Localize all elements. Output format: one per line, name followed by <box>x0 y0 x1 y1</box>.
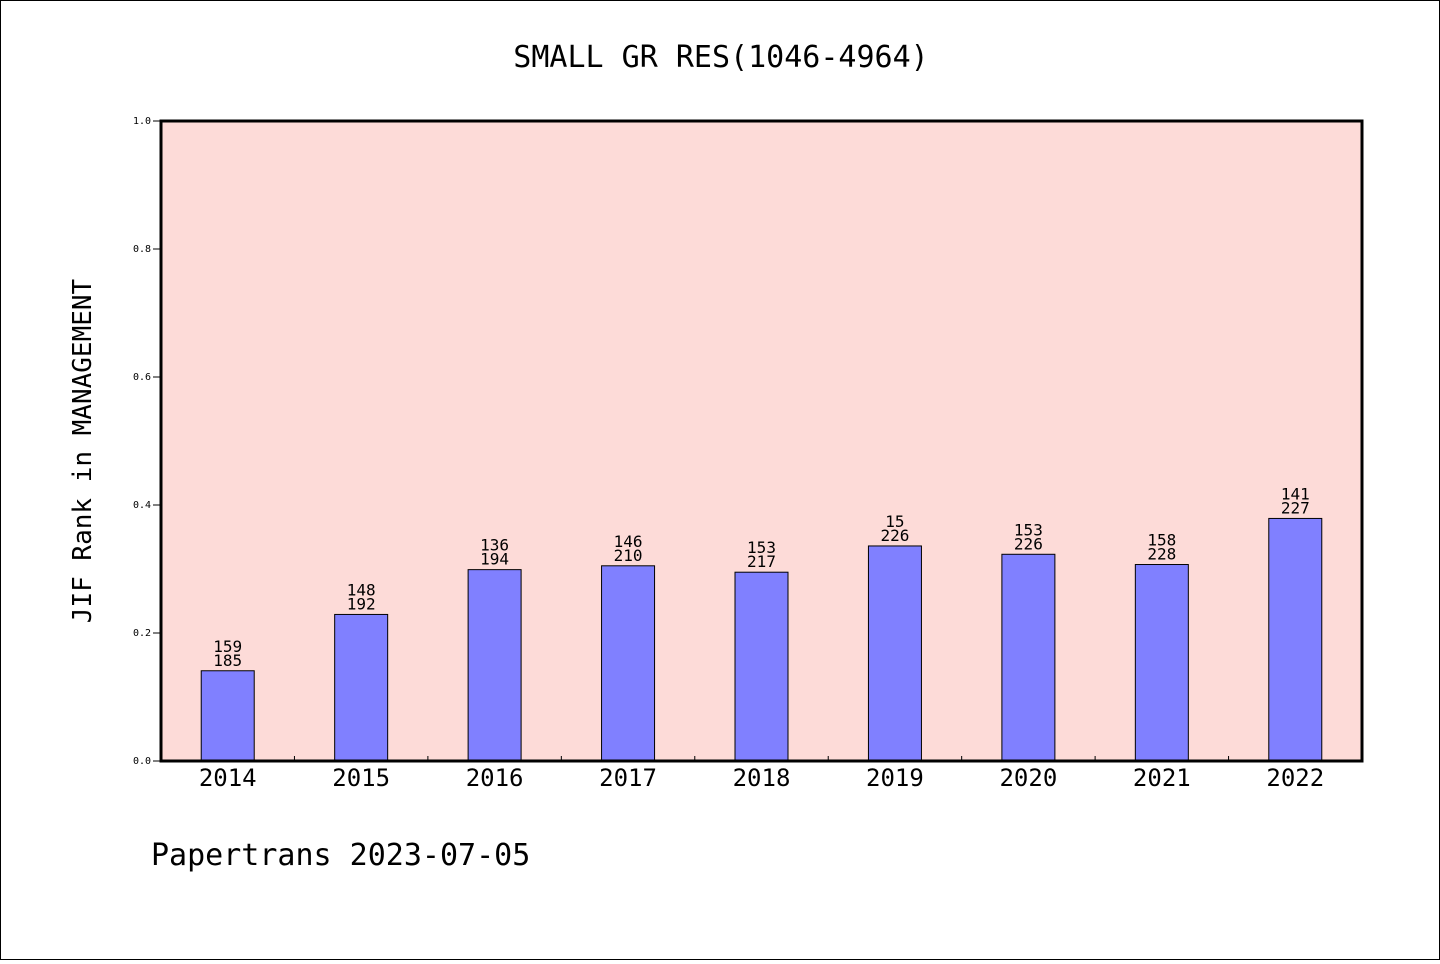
bar-2022 <box>1268 517 1323 762</box>
bar-label-upper: 148 <box>347 580 376 599</box>
bar-2018 <box>734 571 789 762</box>
bar-label-lower: 226 <box>880 526 909 545</box>
y-axis-label: JIF Rank in MANAGEMENT <box>68 278 98 623</box>
x-tick-label: 2020 <box>999 764 1057 792</box>
x-tick-label: 2019 <box>866 764 924 792</box>
y-tick-label: 0.6 <box>133 372 151 383</box>
bar-2016 <box>467 569 522 762</box>
bar-label-upper: 141 <box>1281 484 1310 503</box>
x-axis: 2014 2015 2016 2017 2018 2019 2020 2021 2022 <box>199 756 1324 792</box>
y-tick-label: 0.4 <box>133 500 151 511</box>
x-tick-label: 2017 <box>599 764 657 792</box>
y-tick-label: 0.8 <box>133 244 151 255</box>
plot-frame <box>159 119 1364 763</box>
y-tick-label: 0.0 <box>133 756 151 767</box>
y-axis: 0.0 0.2 0.4 0.6 0.8 1.0 <box>133 116 161 767</box>
bar-label-lower: 227 <box>1281 498 1310 517</box>
bar-label-upper: 146 <box>614 532 643 551</box>
bar-label-upper: 153 <box>1014 520 1043 539</box>
y-tick-label: 1.0 <box>133 116 151 127</box>
bar-2020 <box>1001 553 1056 762</box>
y-tick-label: 0.2 <box>133 628 151 639</box>
bar-label-lower: 217 <box>747 552 776 571</box>
bar-label-lower: 228 <box>1147 545 1176 564</box>
x-tick-label: 2016 <box>466 764 524 792</box>
bar-2014 <box>200 670 255 762</box>
footer-credit: Papertrans 2023-07-05 <box>151 838 530 873</box>
bar-label-lower: 185 <box>213 651 242 670</box>
x-tick-label: 2022 <box>1266 764 1324 792</box>
bars <box>200 517 1323 762</box>
bar-label-upper: 15 <box>885 512 904 531</box>
bar-label-lower: 226 <box>1014 534 1043 553</box>
bar-label-lower: 192 <box>347 594 376 613</box>
bar-label-upper: 158 <box>1147 531 1176 550</box>
bar-2017 <box>601 565 656 762</box>
x-tick-label: 2018 <box>733 764 791 792</box>
bar-label-lower: 210 <box>614 546 643 565</box>
chart-title: SMALL GR RES(1046-4964) <box>513 40 928 75</box>
x-tick-label: 2021 <box>1133 764 1191 792</box>
bar-label-upper: 159 <box>213 637 242 656</box>
bar-label-upper: 153 <box>747 538 776 557</box>
bar-2015 <box>334 613 389 762</box>
bar-2021 <box>1134 564 1189 762</box>
x-tick-label: 2014 <box>199 764 257 792</box>
x-tick-label: 2015 <box>332 764 390 792</box>
bar-label-upper: 136 <box>480 536 509 555</box>
bar-2019 <box>867 545 922 762</box>
bar-label-lower: 194 <box>480 550 509 569</box>
